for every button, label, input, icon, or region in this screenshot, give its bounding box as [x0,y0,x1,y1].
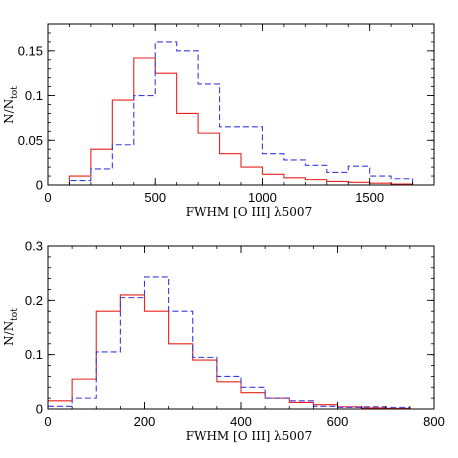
y-axis-title: N/Ntot [2,86,20,124]
x-tick-label: 1000 [248,190,277,205]
x-axis-title: FWHM [O III] λ5007 [186,205,312,219]
y-tick-label: 0.2 [25,293,43,308]
y-tick-label: 0.1 [25,347,43,362]
x-tick-label: 0 [44,414,51,429]
x-tick-label: 600 [327,414,349,429]
x-tick-label: 1500 [355,190,384,205]
y-tick-label: 0 [36,178,43,193]
x-tick-label: 800 [423,414,445,429]
y-axis-title-main: N/N [2,99,16,124]
y-tick-label: 0.3 [25,239,43,254]
y-axis-title-subscript: tot [10,308,20,321]
y-tick-label: 0.1 [25,88,43,103]
y-axis-title-main: N/N [2,321,16,346]
x-tick-label: 400 [230,414,252,429]
chart-panel-2: 0 200 400 600 800 0 0.1 0.2 0.3 FWHM [O III] λ500… [2,239,445,444]
x-tick-label: 200 [134,414,156,429]
y-tick-label: 0.05 [18,133,43,148]
y-tick-label: 0.15 [18,43,43,58]
x-tick-label: 0 [44,190,51,205]
x-axis-title: FWHM [O III] λ5007 [186,429,312,443]
histogram-series-dashed-blue [48,41,434,186]
histogram-series-dashed-blue [48,276,434,410]
y-tick-label: 0 [36,402,43,417]
chart-panel-1: 0 500 1000 1500 0 0.05 0.1 0.15 FWHM [O III] λ50… [2,23,435,219]
y-axis-title-subscript: tot [10,86,20,99]
x-tick-label: 500 [144,190,166,205]
histogram-series-solid-red [48,57,434,186]
y-axis-title: N/Ntot [2,308,20,346]
